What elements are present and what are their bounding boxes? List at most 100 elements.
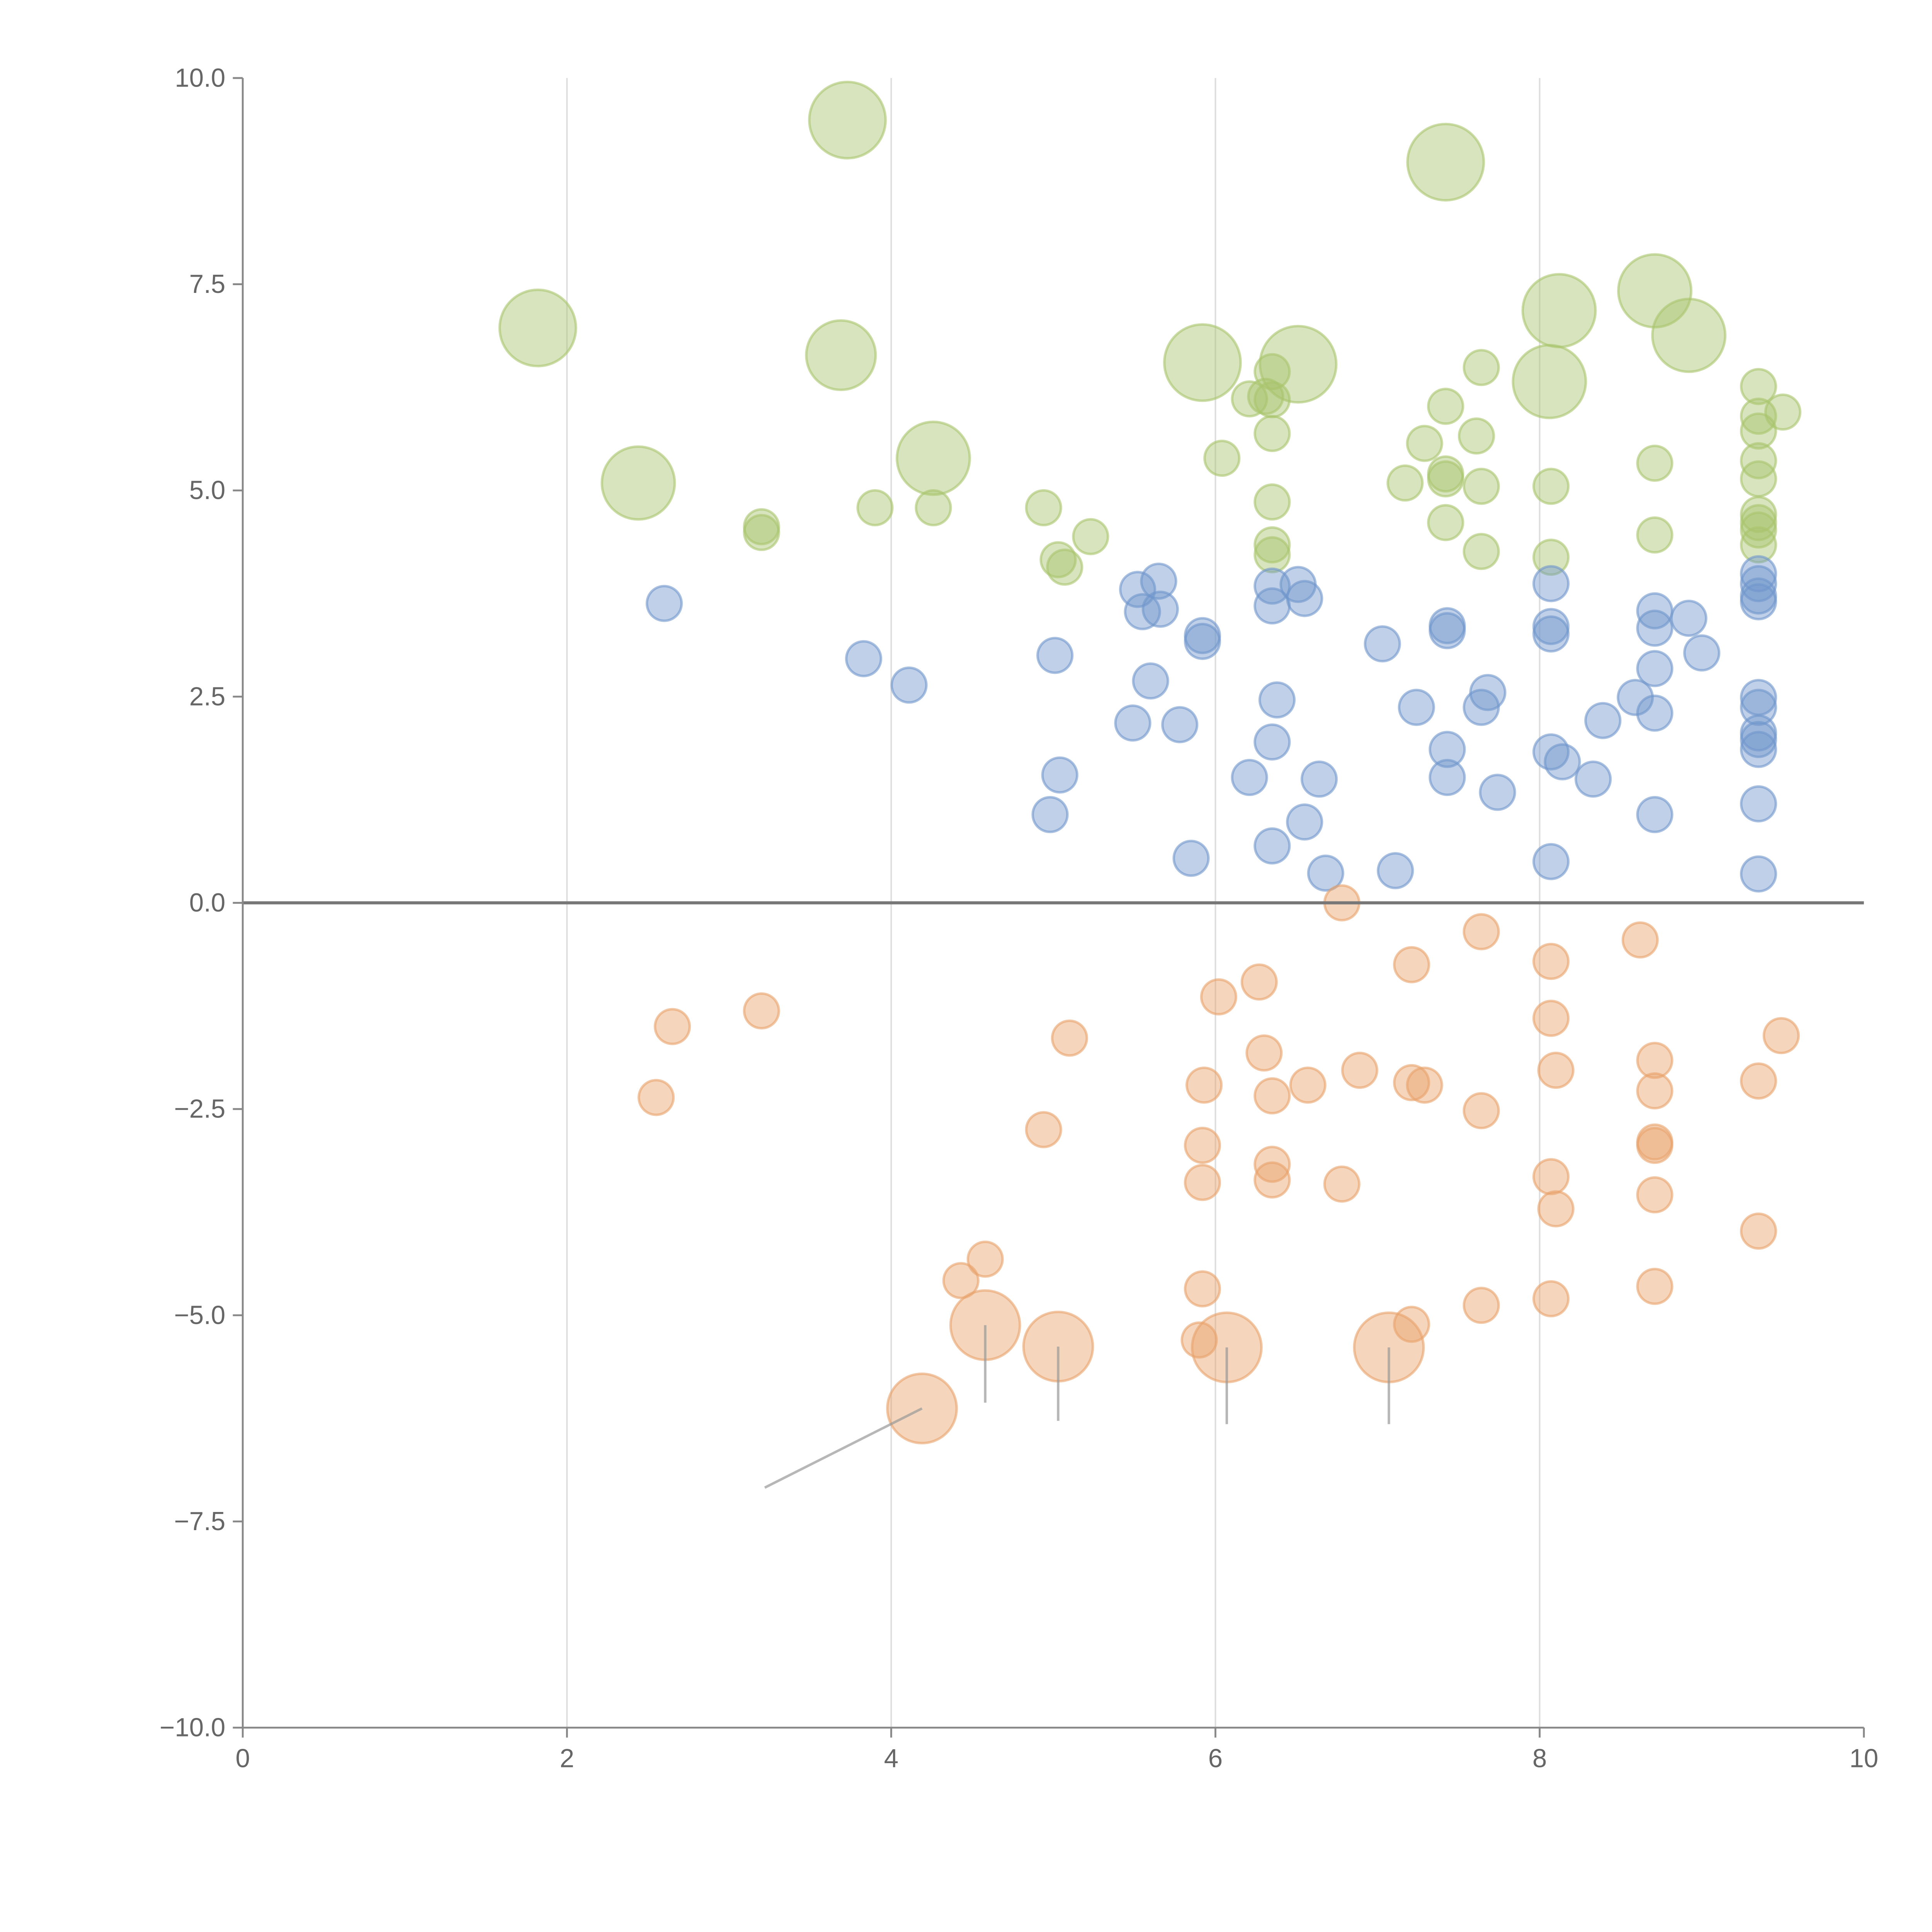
- point-blue: [1132, 662, 1169, 700]
- point-orange: [1636, 1268, 1673, 1305]
- point-orange: [1740, 1062, 1777, 1100]
- point-green: [1636, 516, 1673, 554]
- point-blue: [1532, 843, 1570, 880]
- point-blue: [1161, 706, 1199, 743]
- point-blue: [1300, 760, 1338, 798]
- point-orange: [1184, 1127, 1221, 1164]
- point-green: [1740, 496, 1777, 533]
- x-tick-label: 6: [1208, 1744, 1223, 1773]
- point-green: [1203, 439, 1241, 477]
- point-green: [1253, 415, 1291, 452]
- data-points: [498, 80, 1802, 1445]
- point-blue: [1141, 590, 1179, 628]
- point-blue: [1429, 731, 1466, 768]
- point-orange: [1532, 943, 1570, 980]
- point-green: [1463, 349, 1500, 386]
- point-green: [1651, 298, 1727, 373]
- point-blue: [890, 666, 928, 704]
- point-green: [1427, 460, 1464, 498]
- point-green: [1025, 489, 1062, 527]
- x-tick-label: 2: [560, 1744, 574, 1773]
- point-blue: [1670, 600, 1708, 637]
- point-blue: [1683, 634, 1721, 672]
- point-orange: [1185, 1066, 1223, 1104]
- point-blue: [1532, 615, 1570, 653]
- point-blue: [1532, 733, 1570, 770]
- y-tick-label: 7.5: [189, 270, 226, 299]
- point-green: [1740, 460, 1777, 498]
- point-orange: [966, 1240, 1004, 1278]
- point-orange: [1537, 1190, 1575, 1228]
- point-blue: [1574, 760, 1612, 798]
- point-green: [1740, 368, 1777, 405]
- point-blue: [1253, 567, 1291, 605]
- point-orange: [1184, 1164, 1221, 1201]
- point-orange: [1636, 1176, 1673, 1214]
- point-blue: [1377, 852, 1414, 889]
- point-blue: [1740, 583, 1777, 621]
- point-blue: [1740, 785, 1777, 823]
- point-green: [1458, 417, 1495, 455]
- point-blue: [1429, 759, 1466, 796]
- point-green: [498, 288, 577, 367]
- point-orange: [1636, 1127, 1673, 1164]
- point-blue: [1364, 625, 1401, 663]
- point-blue: [1140, 562, 1177, 600]
- point-orange: [1393, 946, 1430, 983]
- x-axis-ticks: 0 2 4 6 8 10: [235, 1728, 1878, 1773]
- point-orange: [1537, 1051, 1575, 1089]
- x-tick-label: 8: [1532, 1744, 1547, 1773]
- point-blue: [1036, 637, 1074, 674]
- point-blue: [1584, 702, 1622, 739]
- point-blue: [1041, 756, 1078, 794]
- point-green: [1406, 425, 1443, 462]
- point-blue: [1031, 796, 1069, 833]
- point-green: [1463, 533, 1500, 570]
- point-blue: [1253, 827, 1291, 865]
- point-green: [896, 420, 971, 496]
- point-green: [1764, 393, 1802, 431]
- point-green: [1253, 483, 1291, 521]
- point-orange: [1406, 1066, 1443, 1104]
- point-orange: [653, 1008, 691, 1045]
- point-green: [1521, 273, 1597, 349]
- point-orange: [1184, 1270, 1221, 1308]
- point-blue: [1636, 694, 1673, 732]
- y-tick-label: −5.0: [174, 1301, 225, 1330]
- point-orange: [1240, 963, 1278, 1001]
- point-orange: [637, 1079, 675, 1116]
- point-orange: [1762, 1017, 1800, 1054]
- point-orange: [1621, 921, 1659, 959]
- point-orange: [1323, 1165, 1361, 1203]
- y-tick-label: 5.0: [189, 476, 226, 505]
- point-orange: [1740, 1213, 1777, 1250]
- point-blue: [1740, 689, 1777, 726]
- point-orange: [1025, 1111, 1062, 1148]
- y-axis-ticks: 10.0 7.5 5.0 2.5 0.0 −2.5 −5.0 −7.5 −10.0: [160, 63, 243, 1742]
- x-tick-label: 4: [884, 1744, 898, 1773]
- point-orange: [1463, 913, 1500, 951]
- point-green: [1427, 504, 1464, 541]
- point-blue: [1740, 731, 1777, 768]
- point-blue: [1286, 580, 1323, 617]
- point-blue: [1307, 854, 1344, 892]
- point-blue: [1740, 721, 1777, 758]
- point-orange: [1341, 1051, 1378, 1089]
- point-orange: [1636, 1072, 1673, 1110]
- y-tick-label: 2.5: [189, 682, 226, 711]
- point-green: [1532, 539, 1570, 576]
- point-green: [856, 489, 894, 527]
- point-blue: [1184, 622, 1221, 660]
- point-orange: [1463, 1092, 1500, 1129]
- point-orange: [1200, 978, 1237, 1015]
- point-blue: [1544, 743, 1581, 781]
- point-green: [915, 489, 952, 527]
- point-orange: [1245, 1034, 1283, 1072]
- y-tick-label: −10.0: [160, 1713, 225, 1742]
- x-tick-label: 10: [1849, 1744, 1878, 1773]
- point-blue: [1469, 674, 1507, 711]
- point-green: [1740, 511, 1777, 549]
- y-tick-label: −7.5: [174, 1507, 225, 1536]
- point-orange: [1253, 1146, 1291, 1183]
